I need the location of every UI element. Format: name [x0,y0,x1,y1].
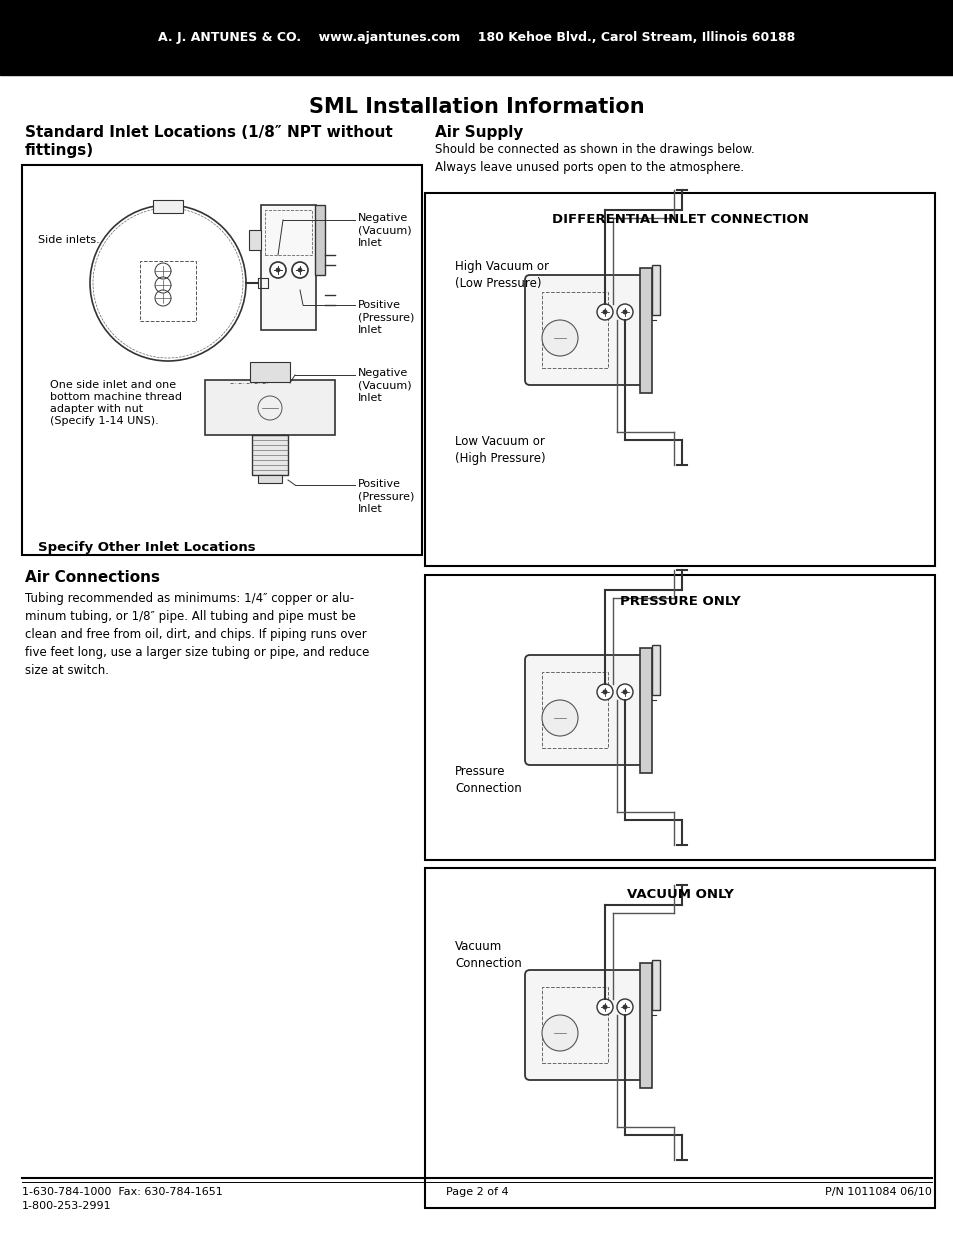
Text: bottom machine thread: bottom machine thread [50,391,182,403]
Text: fittings): fittings) [25,143,94,158]
Text: Positive
(Pressure)
Inlet: Positive (Pressure) Inlet [357,479,414,514]
Bar [541,291,607,368]
Text: VACUUM ONLY: VACUUM ONLY [626,888,733,902]
Bar [249,230,261,249]
Bar [265,210,312,254]
FancyBboxPatch shape [524,969,644,1079]
Bar [140,261,195,321]
Bar [424,868,934,1208]
Bar [651,645,659,695]
Circle shape [622,689,627,694]
FancyBboxPatch shape [524,275,644,385]
Circle shape [602,1004,607,1009]
Circle shape [617,999,633,1015]
Text: High Vacuum or
(Low Pressure): High Vacuum or (Low Pressure) [455,261,548,290]
Text: Page 2 of 4: Page 2 of 4 [445,1187,508,1197]
Circle shape [597,304,613,320]
Text: Tubing recommended as minimums: 1/4″ copper or alu-
minum tubing, or 1/8″ pipe. : Tubing recommended as minimums: 1/4″ cop… [25,592,369,677]
Text: Low Vacuum or
(High Pressure): Low Vacuum or (High Pressure) [455,435,545,466]
Circle shape [602,310,607,315]
Circle shape [541,1015,578,1051]
Text: 1-630-784-1000  Fax: 630-784-1651: 1-630-784-1000 Fax: 630-784-1651 [22,1187,222,1197]
Circle shape [541,320,578,356]
Bar [22,165,421,555]
Bar [424,576,934,860]
Bar [0,0,953,75]
Bar [651,266,659,315]
Circle shape [617,684,633,700]
Bar [314,205,325,275]
Bar [541,672,607,748]
Circle shape [602,689,607,694]
Circle shape [292,262,308,278]
Text: Positive
(Pressure)
Inlet: Positive (Pressure) Inlet [357,300,414,335]
Bar [639,268,651,393]
Bar [639,963,651,1088]
FancyBboxPatch shape [524,655,644,764]
Bar [424,193,934,566]
Text: adapter with nut: adapter with nut [50,404,143,414]
Circle shape [617,304,633,320]
Bar [205,380,335,435]
Circle shape [270,262,286,278]
Text: Air Connections: Air Connections [25,571,160,585]
Circle shape [597,999,613,1015]
Text: A. J. ANTUNES & CO.    www.ajantunes.com    180 Kehoe Blvd., Carol Stream, Illin: A. J. ANTUNES & CO. www.ajantunes.com 18… [158,31,795,43]
Text: One side inlet and one: One side inlet and one [50,380,176,390]
Text: Side inlets.: Side inlets. [38,235,100,245]
Bar [261,205,315,330]
Text: P/N 1011084 06/10: P/N 1011084 06/10 [824,1187,931,1197]
Bar [250,362,290,382]
Text: 1-800-253-2991: 1-800-253-2991 [22,1200,112,1212]
Circle shape [541,700,578,736]
Text: Air Supply: Air Supply [435,125,523,140]
Circle shape [297,268,302,272]
Text: Vacuum
Connection: Vacuum Connection [455,940,521,969]
Circle shape [622,310,627,315]
Text: DIFFERENTIAL INLET CONNECTION: DIFFERENTIAL INLET CONNECTION [551,212,807,226]
Text: Specify Other Inlet Locations: Specify Other Inlet Locations [38,541,255,555]
Circle shape [622,1004,627,1009]
Circle shape [597,684,613,700]
Text: (Specify 1-14 UNS).: (Specify 1-14 UNS). [50,416,158,426]
Text: SML Installation Information: SML Installation Information [309,98,644,117]
Bar [541,987,607,1063]
Text: Standard Inlet Locations (1/8″ NPT without: Standard Inlet Locations (1/8″ NPT witho… [25,125,393,140]
Bar [252,435,288,475]
Bar [257,475,282,483]
Text: Pressure
Connection: Pressure Connection [455,764,521,795]
Circle shape [275,268,280,272]
Text: Negative
(Vacuum)
Inlet: Negative (Vacuum) Inlet [357,212,411,248]
Bar [152,200,183,212]
Text: Negative
(Vacuum)
Inlet: Negative (Vacuum) Inlet [357,368,411,403]
Bar [651,960,659,1010]
Text: Should be connected as shown in the drawings below.
Always leave unused ports op: Should be connected as shown in the draw… [435,143,754,174]
Text: PRESSURE ONLY: PRESSURE ONLY [619,595,740,608]
Bar [639,648,651,773]
